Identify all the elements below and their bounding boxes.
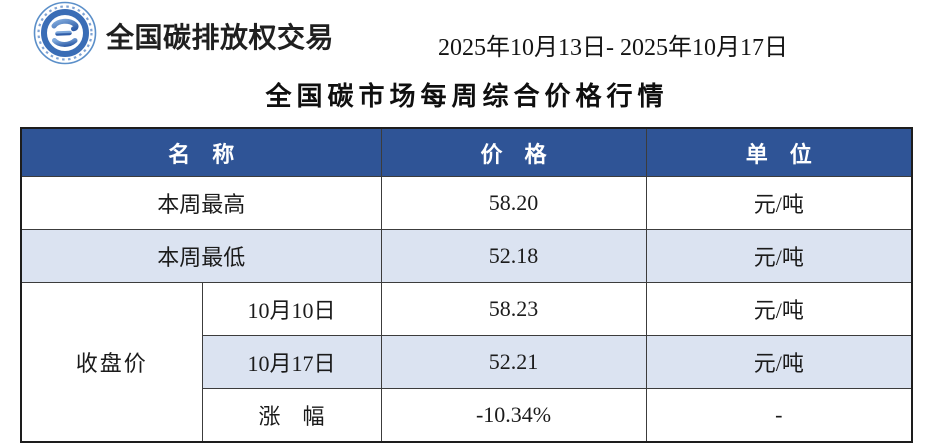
- change-label: 涨 幅: [201, 388, 382, 443]
- week-low-label: 本周最低: [20, 229, 382, 283]
- brand-name: 全国碳排放权交易: [106, 23, 335, 54]
- table-row-close-oct10: 收盘价 10月10日 58.23 元/吨: [20, 282, 913, 443]
- carbon-exchange-logo-icon: [33, 1, 97, 65]
- week-low-unit: 元/吨: [645, 229, 913, 283]
- close-oct17-price: 52.21: [380, 335, 647, 389]
- close-oct10-label: 10月10日: [201, 282, 382, 336]
- close-oct17-label: 10月17日: [201, 335, 382, 389]
- table-row-week-high: 本周最高 58.20 元/吨: [20, 176, 913, 230]
- week-high-label: 本周最高: [20, 176, 382, 230]
- closing-price-group-label: 收盘价: [20, 282, 203, 443]
- week-low-price: 52.18: [380, 229, 647, 283]
- date-range: 2025年10月13日- 2025年10月17日: [438, 35, 788, 61]
- change-price: -10.34%: [380, 388, 647, 443]
- week-high-unit: 元/吨: [645, 176, 913, 230]
- change-unit: -: [645, 388, 913, 443]
- table-row-week-low: 本周最低 52.18 元/吨: [20, 229, 913, 283]
- col-header-unit: 单 位: [645, 127, 913, 177]
- close-oct10-unit: 元/吨: [645, 282, 913, 336]
- close-oct10-price: 58.23: [380, 282, 647, 336]
- col-header-name: 名 称: [20, 127, 382, 177]
- table-header-row: 名 称 价 格 单 位: [20, 127, 913, 177]
- table-row-change: 涨 幅 -10.34% -: [21, 388, 913, 443]
- weekly-price-table: 名 称 价 格 单 位 本周最高 58.20 元/吨 本周最低 52.18 元/…: [20, 127, 914, 443]
- col-header-price: 价 格: [380, 127, 647, 177]
- table-row-close-oct17: 10月17日 52.21 元/吨: [21, 335, 913, 389]
- close-oct17-unit: 元/吨: [645, 335, 913, 389]
- week-high-price: 58.20: [380, 176, 647, 230]
- page-title: 全国碳市场每周综合价格行情: [265, 82, 669, 111]
